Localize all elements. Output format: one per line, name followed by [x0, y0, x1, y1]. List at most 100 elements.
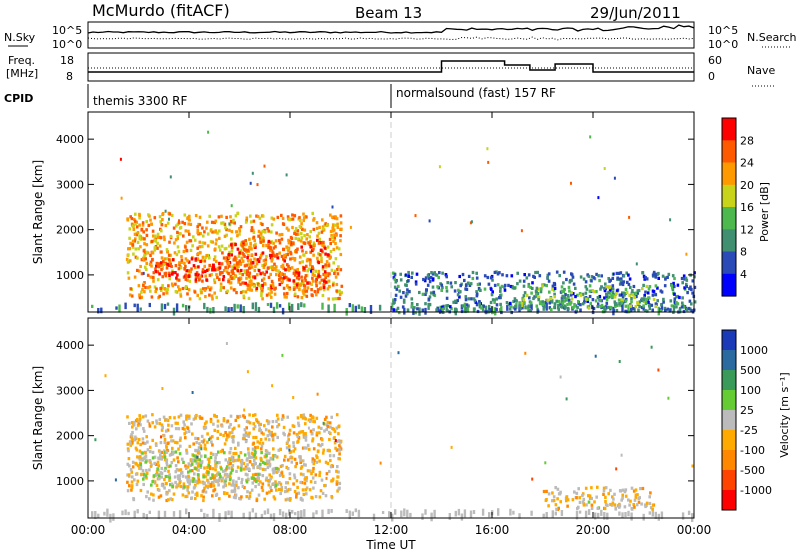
- range-cell: [161, 455, 164, 459]
- range-cell: [268, 293, 272, 297]
- range-cell: [226, 433, 229, 437]
- range-cell: [209, 484, 213, 488]
- range-cell: [280, 486, 284, 490]
- range-cell: [327, 284, 331, 289]
- range-cell: [316, 256, 319, 260]
- range-cell: [533, 275, 536, 279]
- range-cell: [320, 256, 323, 260]
- scatter-cell: [424, 307, 427, 315]
- range-cell: [191, 391, 194, 394]
- range-cell: [582, 503, 586, 507]
- range-cell: [246, 490, 249, 494]
- range-cell: [453, 289, 457, 293]
- range-cell: [570, 291, 573, 295]
- scatter-cell: [166, 302, 170, 306]
- range-cell: [271, 438, 275, 442]
- range-cell: [138, 296, 142, 300]
- range-cell: [213, 428, 217, 432]
- range-cell: [298, 455, 301, 459]
- range-cell: [557, 299, 561, 304]
- range-cell: [444, 273, 448, 277]
- range-cell: [304, 432, 307, 436]
- range-cell: [125, 257, 129, 261]
- range-cell: [287, 264, 290, 268]
- range-cell: [547, 504, 550, 508]
- range-cell: [332, 454, 336, 458]
- range-cell: [187, 222, 190, 226]
- range-cell: [322, 285, 326, 290]
- range-cell: [454, 281, 457, 285]
- range-cell: [190, 422, 193, 426]
- range-cell: [675, 300, 678, 305]
- range-cell: [148, 459, 152, 463]
- range-cell: [241, 281, 244, 285]
- range-cell: [225, 342, 228, 345]
- range-cell: [228, 478, 232, 482]
- range-cell: [475, 290, 478, 294]
- range-cell: [635, 503, 639, 507]
- scatter-cell: [266, 303, 270, 307]
- range-cell: [637, 500, 641, 504]
- range-cell: [433, 271, 436, 275]
- scatter-cell: [488, 304, 491, 310]
- range-cell: [286, 263, 289, 267]
- range-cell: [218, 472, 221, 476]
- range-cell: [323, 429, 326, 433]
- range-cell: [145, 495, 148, 499]
- range-cell: [414, 280, 418, 284]
- range-cell: [305, 492, 308, 496]
- range-cell: [315, 221, 319, 225]
- range-cell: [273, 292, 277, 296]
- range-cell: [424, 276, 428, 280]
- range-cell: [227, 271, 230, 275]
- range-cell: [685, 284, 688, 289]
- range-cell: [152, 493, 155, 497]
- range-cell: [331, 477, 335, 481]
- range-cell: [493, 300, 496, 304]
- range-cell: [270, 295, 273, 299]
- range-cell: [181, 493, 185, 497]
- range-cell: [333, 429, 337, 433]
- scatter-cell: [587, 509, 591, 516]
- range-cell: [635, 262, 638, 266]
- range-cell: [217, 450, 220, 454]
- scatter-cell: [648, 511, 651, 515]
- scatter-cell: [133, 510, 136, 519]
- nave-tick-top: 60: [708, 54, 722, 67]
- scatter-cell: [481, 508, 485, 516]
- range-cell: [263, 497, 266, 501]
- range-cell: [141, 441, 145, 445]
- range-cell: [293, 476, 297, 480]
- range-cell: [301, 227, 304, 231]
- range-cell: [498, 294, 502, 298]
- range-cell: [578, 292, 582, 296]
- range-cell: [206, 432, 209, 436]
- range-cell: [141, 223, 145, 227]
- range-cell: [184, 464, 187, 468]
- range-cell: [222, 278, 225, 282]
- range-cell: [529, 285, 532, 290]
- range-cell: [471, 276, 475, 281]
- range-cell: [242, 467, 246, 471]
- range-cell: [575, 309, 578, 313]
- range-cell: [186, 292, 189, 296]
- range-cell: [280, 232, 284, 237]
- range-cell: [309, 239, 312, 244]
- range-cell: [587, 500, 591, 504]
- range-cell: [566, 498, 570, 502]
- range-cell: [542, 489, 546, 494]
- range-cell: [519, 307, 522, 311]
- range-cell: [567, 295, 570, 299]
- range-cell: [324, 280, 328, 284]
- range-cell: [572, 282, 576, 286]
- range-cell: [166, 428, 170, 432]
- range-cell: [209, 436, 212, 440]
- range-cell: [308, 263, 312, 267]
- range-cell: [226, 474, 229, 479]
- range-cell: [178, 226, 182, 230]
- range-cell: [202, 498, 205, 503]
- range-cell: [247, 296, 251, 300]
- scatter-cell: [236, 304, 239, 309]
- range-cell: [179, 484, 183, 489]
